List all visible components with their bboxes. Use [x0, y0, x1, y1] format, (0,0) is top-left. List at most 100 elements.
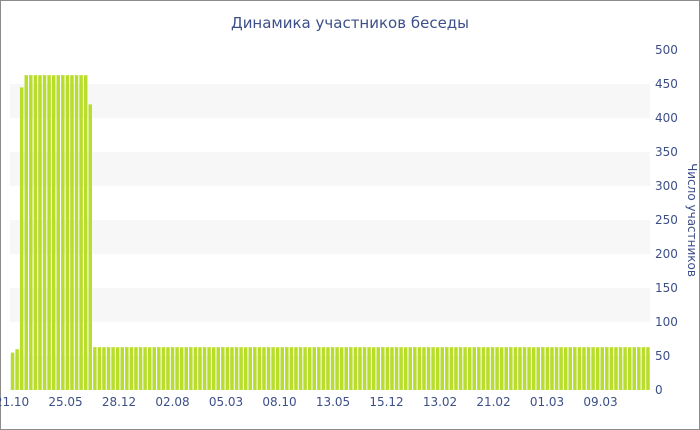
- bar: [618, 347, 623, 390]
- bar: [15, 349, 19, 390]
- grid-band: [10, 288, 650, 322]
- bar: [189, 347, 193, 390]
- bar: [221, 347, 225, 390]
- bar: [198, 347, 202, 390]
- bar: [605, 347, 609, 390]
- y-tick-label: 500: [655, 43, 678, 57]
- bar: [403, 347, 408, 390]
- bar: [646, 347, 650, 390]
- bar: [129, 347, 134, 390]
- bar: [463, 347, 467, 390]
- x-axis-ticks: 21.10 25.05 28.12 02.08 05.03 08.10 13.05 15.12…: [0, 395, 618, 409]
- bar: [24, 75, 28, 390]
- bar: [614, 347, 618, 390]
- bar: [335, 347, 339, 390]
- bar: [266, 347, 271, 390]
- bar: [216, 347, 220, 390]
- bar: [230, 347, 234, 390]
- y-axis-ticks: 0 50 100 150 200 250 300 350 400 450 500: [655, 43, 678, 397]
- bar: [577, 347, 582, 390]
- bar: [563, 347, 568, 390]
- bar: [408, 347, 412, 390]
- bar: [339, 347, 344, 390]
- bar: [248, 347, 252, 390]
- bar: [481, 347, 486, 390]
- bar: [211, 347, 216, 390]
- x-tick-label: 01.03: [530, 395, 564, 409]
- bar: [147, 347, 152, 390]
- bar: [111, 347, 115, 390]
- bar: [289, 347, 294, 390]
- bar: [234, 347, 239, 390]
- y-tick-label: 0: [655, 383, 663, 397]
- y-tick-label: 50: [655, 349, 670, 363]
- bar: [568, 347, 572, 390]
- bar: [166, 347, 170, 390]
- bar: [184, 347, 188, 390]
- bar: [321, 347, 326, 390]
- bar: [271, 347, 275, 390]
- x-tick-label: 28.12: [102, 395, 136, 409]
- bar: [115, 347, 120, 390]
- bar: [97, 347, 102, 390]
- bar: [202, 347, 207, 390]
- bar: [495, 347, 499, 390]
- bar: [632, 347, 636, 390]
- bar: [637, 347, 641, 390]
- bar: [175, 347, 179, 390]
- bar: [586, 347, 591, 390]
- chart-title: Динамика участников беседы: [231, 14, 469, 32]
- bar: [541, 347, 545, 390]
- bar: [627, 347, 632, 390]
- bar: [317, 347, 321, 390]
- y-tick-label: 400: [655, 111, 678, 125]
- bar: [303, 347, 307, 390]
- bar: [394, 347, 399, 390]
- grid-band: [10, 152, 650, 186]
- bar: [623, 347, 627, 390]
- bar: [179, 347, 184, 390]
- bar: [509, 347, 513, 390]
- bar: [550, 347, 554, 390]
- bar: [93, 347, 97, 390]
- y-tick-label: 150: [655, 281, 678, 295]
- bar: [70, 75, 74, 390]
- bar: [582, 347, 586, 390]
- bar: [125, 347, 129, 390]
- bar: [399, 347, 403, 390]
- bar: [65, 75, 70, 390]
- bar: [513, 347, 518, 390]
- bar: [280, 347, 284, 390]
- bar: [595, 347, 600, 390]
- bar: [307, 347, 312, 390]
- bar: [243, 347, 248, 390]
- bar: [381, 347, 385, 390]
- bar: [422, 347, 426, 390]
- y-tick-label: 450: [655, 77, 678, 91]
- bar: [134, 347, 138, 390]
- grid-band: [10, 356, 650, 390]
- grid-band: [10, 84, 650, 118]
- bar: [193, 347, 198, 390]
- x-tick-label: 13.02: [423, 395, 457, 409]
- y-tick-label: 250: [655, 213, 678, 227]
- bar: [467, 347, 472, 390]
- bar: [371, 347, 376, 390]
- x-tick-label: 21.10: [0, 395, 29, 409]
- bar: [42, 75, 47, 390]
- bar: [152, 347, 156, 390]
- bar: [106, 347, 111, 390]
- bars: [10, 75, 650, 391]
- bar: [56, 75, 60, 390]
- bar: [253, 347, 257, 390]
- bar: [262, 347, 266, 390]
- bar: [522, 347, 527, 390]
- bar: [19, 87, 24, 391]
- bar: [83, 75, 88, 390]
- x-tick-label: 13.05: [316, 395, 350, 409]
- bar: [33, 75, 38, 390]
- bar: [499, 347, 504, 390]
- bar: [257, 347, 262, 390]
- bar: [239, 347, 243, 390]
- bar: [367, 347, 371, 390]
